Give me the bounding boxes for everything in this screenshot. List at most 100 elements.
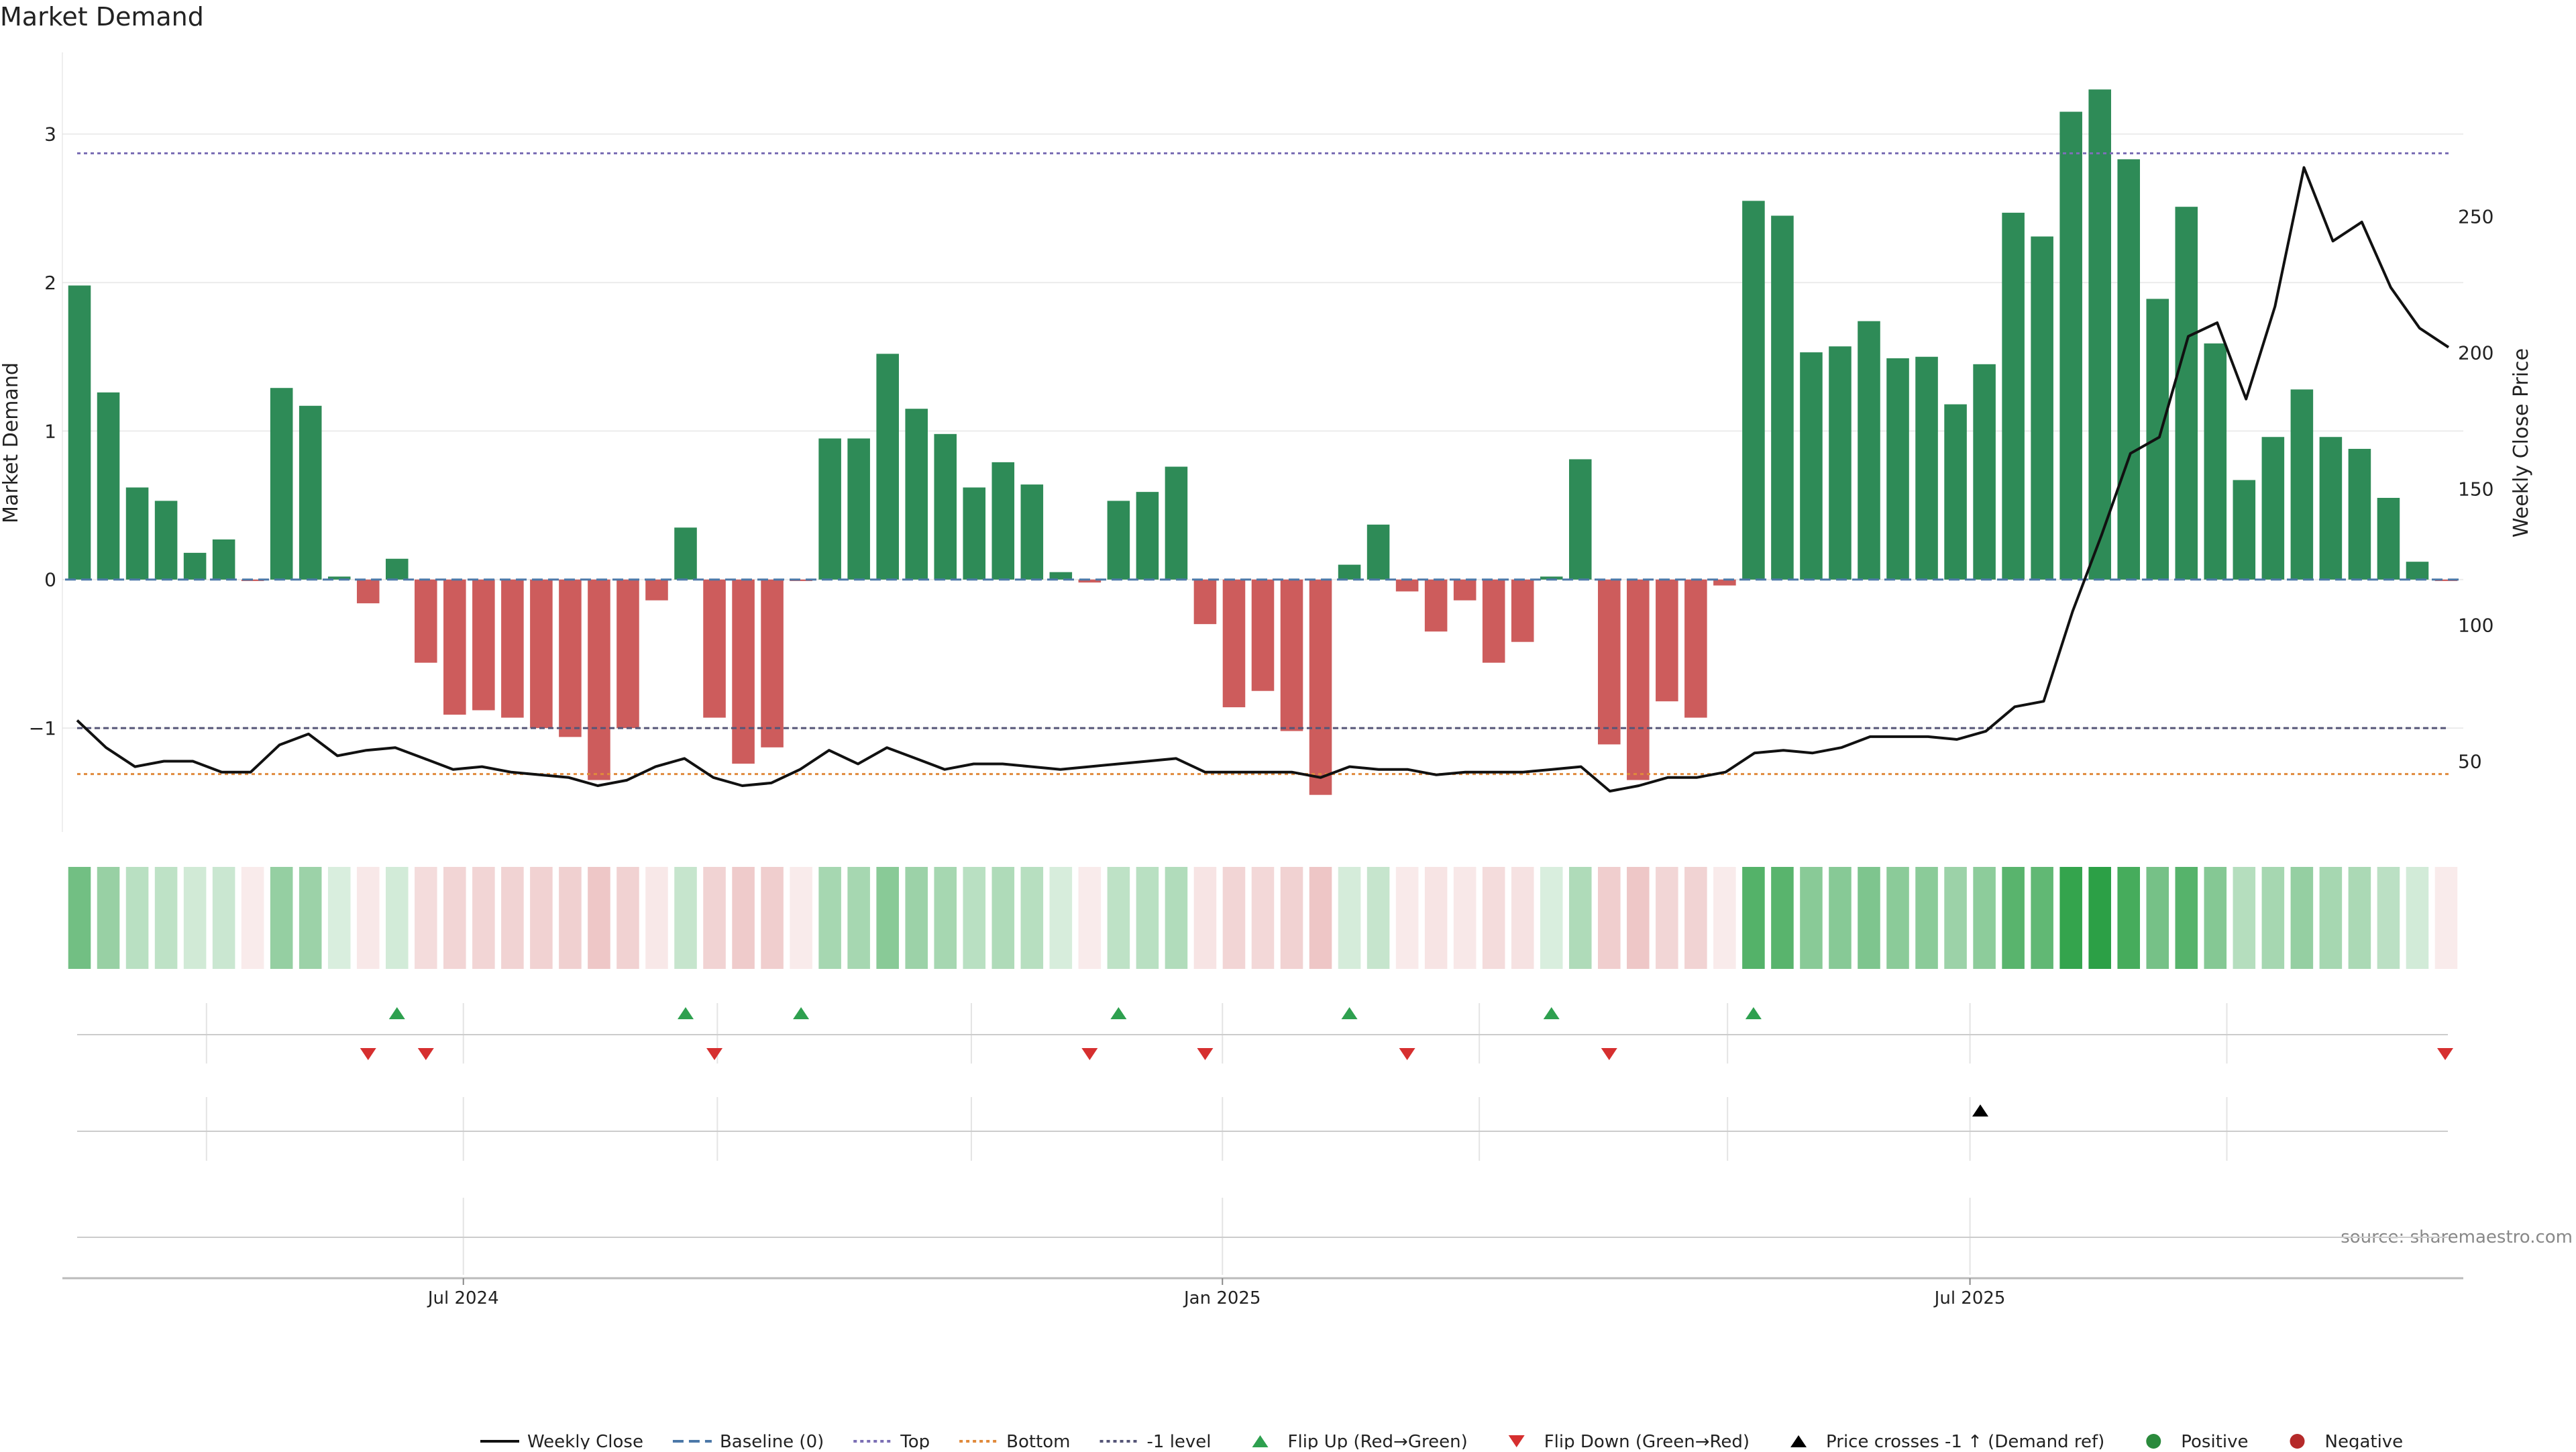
demand-bar	[2117, 159, 2141, 580]
demand-bar	[270, 388, 293, 580]
demand-heat-cell	[2088, 867, 2111, 969]
demand-bar	[934, 433, 957, 580]
legend-item-negative: Negative	[2290, 1432, 2403, 1452]
demand-heat-cell	[1309, 867, 1332, 969]
y-tick-label: 1	[44, 420, 56, 442]
demand-bar	[588, 579, 610, 780]
flip-down-marker	[360, 1048, 376, 1060]
demand-heat-cell	[2434, 867, 2458, 969]
demand-heat-cell	[68, 867, 91, 969]
demand-bar	[2233, 480, 2256, 580]
demand-heat-cell	[1771, 867, 1794, 969]
demand-bar	[443, 579, 466, 715]
demand-heat-cell	[1944, 867, 1967, 969]
demand-bar	[1886, 358, 1909, 580]
demand-bar	[2434, 579, 2458, 581]
demand-heat-cell	[559, 867, 582, 969]
demand-bar	[963, 487, 986, 580]
demand-bar	[2088, 89, 2111, 580]
demand-bar	[1713, 579, 1736, 586]
demand-heat-cell	[1251, 867, 1275, 969]
y-tick-label: −1	[29, 717, 56, 739]
demand-heat-cell	[2059, 867, 2082, 969]
y2-tick-label: 150	[2458, 478, 2493, 501]
demand-bar	[2204, 343, 2227, 580]
demand-bar	[212, 539, 235, 580]
demand-heat-cell	[1280, 867, 1303, 969]
demand-bar	[876, 354, 899, 580]
flip-down-marker	[1601, 1048, 1617, 1060]
demand-bar	[1973, 364, 1996, 580]
demand-heat-cell	[703, 867, 726, 969]
demand-bar	[905, 409, 928, 580]
flip-up-marker	[1110, 1007, 1127, 1019]
demand-bar	[97, 392, 120, 580]
demand-heat-cell	[2117, 867, 2141, 969]
legend-item-top: Top	[853, 1432, 930, 1452]
demand-heat-cell	[183, 867, 207, 969]
demand-bar	[1598, 579, 1621, 745]
demand-heat-cell	[270, 867, 293, 969]
flip-up-marker	[388, 1007, 405, 1019]
demand-bar	[1453, 579, 1477, 601]
demand-bar	[1165, 466, 1188, 580]
demand-heat-cell	[530, 867, 553, 969]
demand-bar	[732, 579, 755, 764]
weekly-close-line	[76, 166, 2450, 793]
demand-heat-cell	[327, 867, 351, 969]
demand-bar	[183, 552, 207, 580]
demand-heat-cell	[963, 867, 986, 969]
demand-heat-cell	[2146, 867, 2169, 969]
demand-bar	[1482, 579, 1505, 663]
y2-tick-label: 100	[2458, 615, 2493, 637]
flip-up-marker	[1745, 1007, 1762, 1019]
demand-bar	[1338, 564, 1361, 580]
legend-swatch	[2146, 1434, 2161, 1449]
demand-heat-cell	[1742, 867, 1765, 969]
demand-bar	[1627, 579, 1650, 780]
demand-bar	[1020, 484, 1044, 580]
demand-heat-cell	[97, 867, 120, 969]
demand-heat-cell	[2261, 867, 2285, 969]
y-tick-label: 0	[44, 569, 56, 591]
demand-heat-cell	[2204, 867, 2227, 969]
flip-up-marker	[1341, 1007, 1358, 1019]
demand-bar	[125, 487, 149, 580]
demand-bar	[1742, 201, 1765, 580]
demand-heat-cell	[2175, 867, 2198, 969]
demand-bar	[154, 501, 178, 580]
demand-bar	[1366, 524, 1390, 580]
demand-heat-cell	[1973, 867, 1996, 969]
demand-bar	[1568, 459, 1592, 580]
legend-item-flip-down: Flip Down (Green→Red)	[1508, 1432, 1750, 1452]
demand-bar	[761, 579, 784, 747]
demand-heat-cell	[818, 867, 841, 969]
demand-heat-cell	[1338, 867, 1361, 969]
demand-bar	[2319, 437, 2343, 580]
demand-bar	[1944, 404, 1967, 580]
demand-heat-cell	[761, 867, 784, 969]
demand-heat-cell	[1107, 867, 1130, 969]
legend-swatch	[2290, 1434, 2305, 1449]
demand-heat-cell	[1713, 867, 1736, 969]
demand-bar	[2002, 213, 2025, 580]
demand-heat-cell	[1020, 867, 1044, 969]
legend-label: Flip Up (Red→Green)	[1288, 1432, 1468, 1449]
demand-bar	[385, 558, 409, 580]
demand-bar	[1049, 572, 1073, 580]
demand-heat-cell	[1366, 867, 1390, 969]
demand-bar	[68, 285, 91, 580]
demand-heat-cell	[1800, 867, 1823, 969]
demand-heat-cell	[674, 867, 697, 969]
demand-heat-cell	[1511, 867, 1534, 969]
flip-up-marker	[793, 1007, 810, 1019]
demand-bar	[1193, 579, 1217, 625]
demand-bar	[790, 579, 812, 581]
legend-label: Price crosses -1 ↑ (Demand ref)	[1826, 1432, 2104, 1449]
demand-bar	[2261, 437, 2285, 580]
demand-bar	[674, 527, 697, 580]
demand-heat-cell	[2031, 867, 2053, 969]
demand-heat-cell	[1627, 867, 1650, 969]
